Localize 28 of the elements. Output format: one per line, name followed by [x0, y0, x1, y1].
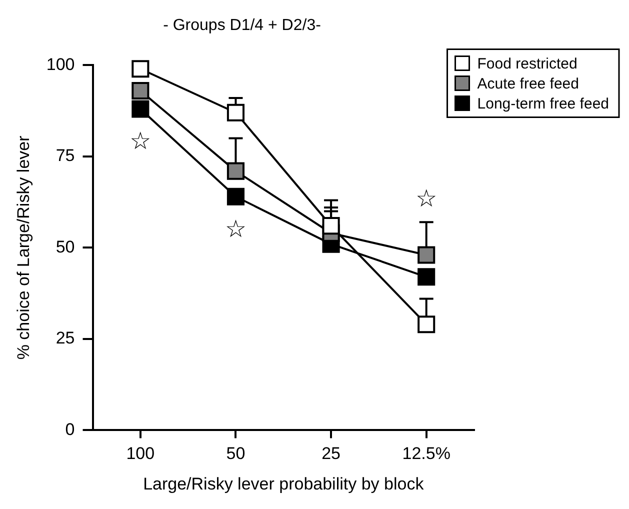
x-tick-label: 50: [226, 444, 246, 464]
annotation: ☆: [224, 214, 246, 243]
annotation: ☆: [416, 184, 438, 212]
point: [322, 217, 340, 235]
annotation: ☆: [130, 127, 152, 156]
y-tick-label: 0: [65, 420, 75, 439]
x-tick-label: 12.5%: [402, 444, 450, 464]
chart-title: - Groups D1/4 + D2/3-: [163, 17, 321, 34]
point: [132, 82, 150, 100]
y-tick-label: 50: [56, 237, 75, 256]
point: [226, 104, 245, 122]
point: [226, 162, 245, 180]
point: [226, 188, 245, 206]
point: [132, 100, 150, 118]
point: [418, 246, 436, 264]
point: [418, 316, 436, 334]
y-tick-label: 25: [56, 328, 75, 348]
y-tick-label: 75: [56, 146, 75, 166]
y-tick-label: 100: [46, 54, 75, 74]
point: [418, 268, 436, 286]
point: [132, 60, 150, 78]
x-axis-title: Large/Risky lever probability by block: [143, 474, 424, 494]
legend-label: Acute free feed: [477, 75, 579, 92]
x-tick-label: 100: [126, 444, 155, 464]
y-axis-title: % choice of Large/Risky lever: [14, 135, 33, 360]
legend-label: Food restricted: [477, 55, 578, 72]
legend-label: Long-term free feed: [477, 95, 610, 112]
x-tick-label: 25: [322, 444, 340, 464]
